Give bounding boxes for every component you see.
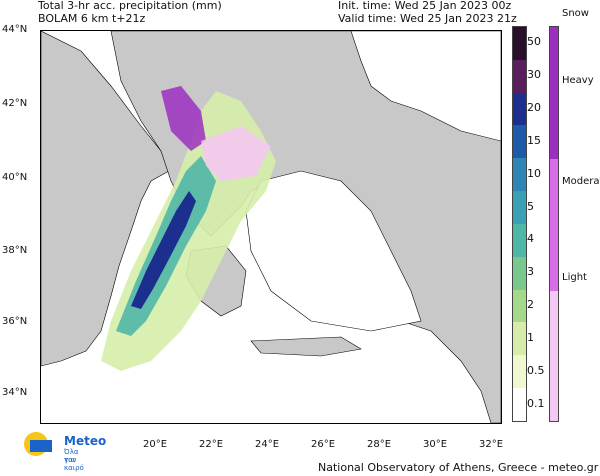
precip-swatch [513,92,526,126]
lat-label: 38°N [2,245,28,256]
precip-scale-label: 10 [527,166,541,180]
precip-scale-label: 20 [527,101,541,115]
snow-colorbar [549,26,559,422]
footer-credit: National Observatory of Athens, Greece -… [318,461,599,474]
lat-label: 34°N [2,387,28,398]
precip-swatch [513,59,526,93]
precip-scale-label: 3 [527,265,534,279]
snow-light-swatch [550,291,558,421]
precip-swatch [513,256,526,290]
logo-tagline-1: Όλα για [64,448,79,464]
precip-swatch [513,388,526,421]
meteo-logo: Meteo Όλα για τον καιρό [20,428,106,472]
lon-label: 22°E [199,439,224,450]
precip-swatch [513,27,526,60]
logo-tagline-2: τον καιρό [64,456,84,472]
init-time: Init. time: Wed 25 Jan 2023 00z [338,0,512,12]
lat-label: 36°N [2,316,28,327]
snow-heavy-label: Heavy [562,75,594,86]
precip-scale-label: 50 [527,35,541,49]
lon-label: 26°E [311,439,336,450]
lat-label: 44°N [2,24,28,35]
snow-light-label: Light [562,272,587,283]
aegean-sea [245,170,422,332]
precip-swatch [513,158,526,192]
precip-swatch [513,355,526,389]
precip-scale-label: 0.1 [527,396,545,410]
precip-colorbar [512,26,527,422]
precip-scale-label: 0.5 [527,363,545,377]
precip-scale-label: 30 [527,68,541,82]
lon-label: 20°E [143,439,168,450]
lon-label: 30°E [423,439,448,450]
precip-scale-label: 2 [527,298,534,312]
precipitation-map [40,30,502,424]
precip-scale-label: 5 [527,199,534,213]
precip-swatch [513,191,526,224]
lat-label: 40°N [2,172,28,183]
precip-swatch [513,223,526,257]
snow-moderate-label: Moderate [562,176,600,187]
precip-heavy [131,191,196,309]
logo-name: Meteo [64,434,107,448]
title-line-1: Total 3-hr acc. precipitation (mm) [38,0,222,12]
italy-land [40,30,170,367]
precip-swatch [513,125,526,159]
snow-heavy-swatch [550,27,558,159]
snow-area [161,86,206,151]
lon-label: 32°E [479,439,504,450]
precip-scale-label: 4 [527,232,534,246]
snow-label: Snow [562,8,589,19]
snow-area-east [201,126,271,181]
precip-scale-label: 1 [527,330,534,344]
lon-label: 28°E [367,439,392,450]
precip-swatch [513,289,526,323]
valid-time: Valid time: Wed 25 Jan 2023 21z [338,12,517,25]
lat-label: 42°N [2,98,28,109]
precip-swatch [513,322,526,356]
snow-moderate-swatch [550,159,558,291]
lon-label: 24°E [255,439,280,450]
crete-land [250,336,362,357]
title-line-2: BOLAM 6 km t+21z [38,12,146,25]
precip-scale-label: 15 [527,133,541,147]
